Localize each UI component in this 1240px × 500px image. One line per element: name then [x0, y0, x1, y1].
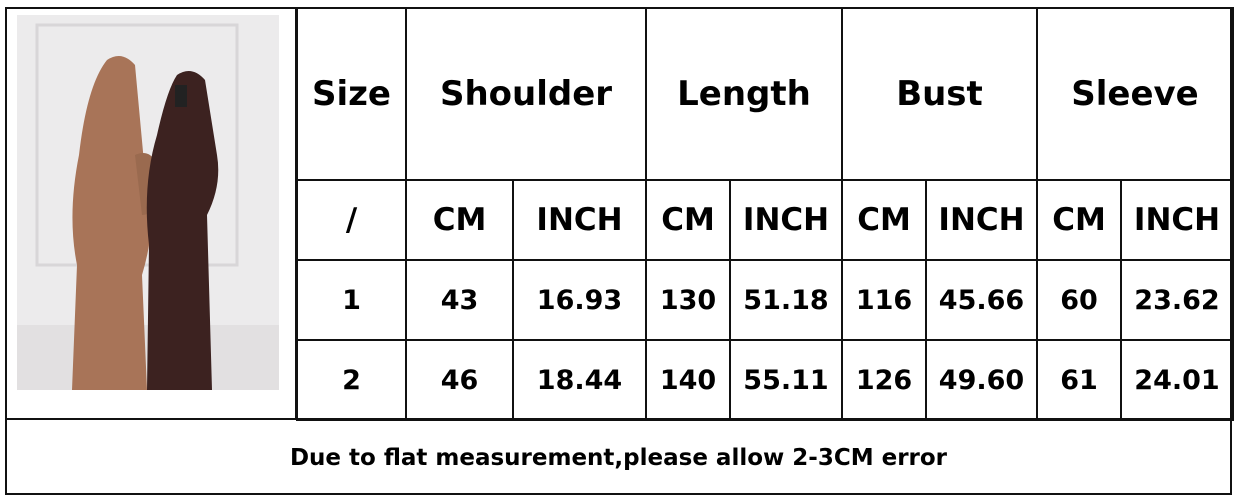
table-cell: 2 [296, 339, 407, 421]
table-row: 2 46 18.44 140 55.11 126 49.60 61 24.01 [296, 339, 1234, 421]
table-cell: 60 [1036, 259, 1122, 341]
table-cell: 18.44 [512, 339, 647, 421]
header-size: Size [296, 7, 407, 181]
product-photo [17, 15, 279, 390]
table-cell: 45.66 [925, 259, 1038, 341]
unit-cell: CM [405, 179, 514, 261]
table-cell: 24.01 [1120, 339, 1234, 421]
table-cell: 140 [645, 339, 731, 421]
table-cell: 116 [841, 259, 927, 341]
table-cell: 23.62 [1120, 259, 1234, 341]
header-row: Size Shoulder Length Bust Sleeve [296, 7, 1234, 181]
measurement-note: Due to flat measurement,please allow 2-3… [5, 418, 1232, 495]
table-cell: 130 [645, 259, 731, 341]
table-cell: 126 [841, 339, 927, 421]
table-cell: 55.11 [729, 339, 843, 421]
header-length: Length [645, 7, 843, 181]
unit-cell: CM [645, 179, 731, 261]
unit-cell: INCH [729, 179, 843, 261]
table-cell: 43 [405, 259, 514, 341]
unit-cell: / [296, 179, 407, 261]
size-table: Size Shoulder Length Bust Sleeve / CM IN… [296, 7, 1234, 421]
unit-cell: CM [841, 179, 927, 261]
header-bust: Bust [841, 7, 1038, 181]
header-sleeve: Sleeve [1036, 7, 1234, 181]
table-cell: 61 [1036, 339, 1122, 421]
unit-cell: INCH [512, 179, 647, 261]
unit-cell: INCH [1120, 179, 1234, 261]
table-row: 1 43 16.93 130 51.18 116 45.66 60 23.62 [296, 259, 1234, 341]
table-cell: 16.93 [512, 259, 647, 341]
table-cell: 51.18 [729, 259, 843, 341]
product-photo-cell [5, 7, 297, 418]
unit-cell: CM [1036, 179, 1122, 261]
header-shoulder: Shoulder [405, 7, 647, 181]
table-cell: 49.60 [925, 339, 1038, 421]
table-cell: 1 [296, 259, 407, 341]
unit-cell: INCH [925, 179, 1038, 261]
table-cell: 46 [405, 339, 514, 421]
unit-row: / CM INCH CM INCH CM INCH CM INCH [296, 179, 1234, 261]
